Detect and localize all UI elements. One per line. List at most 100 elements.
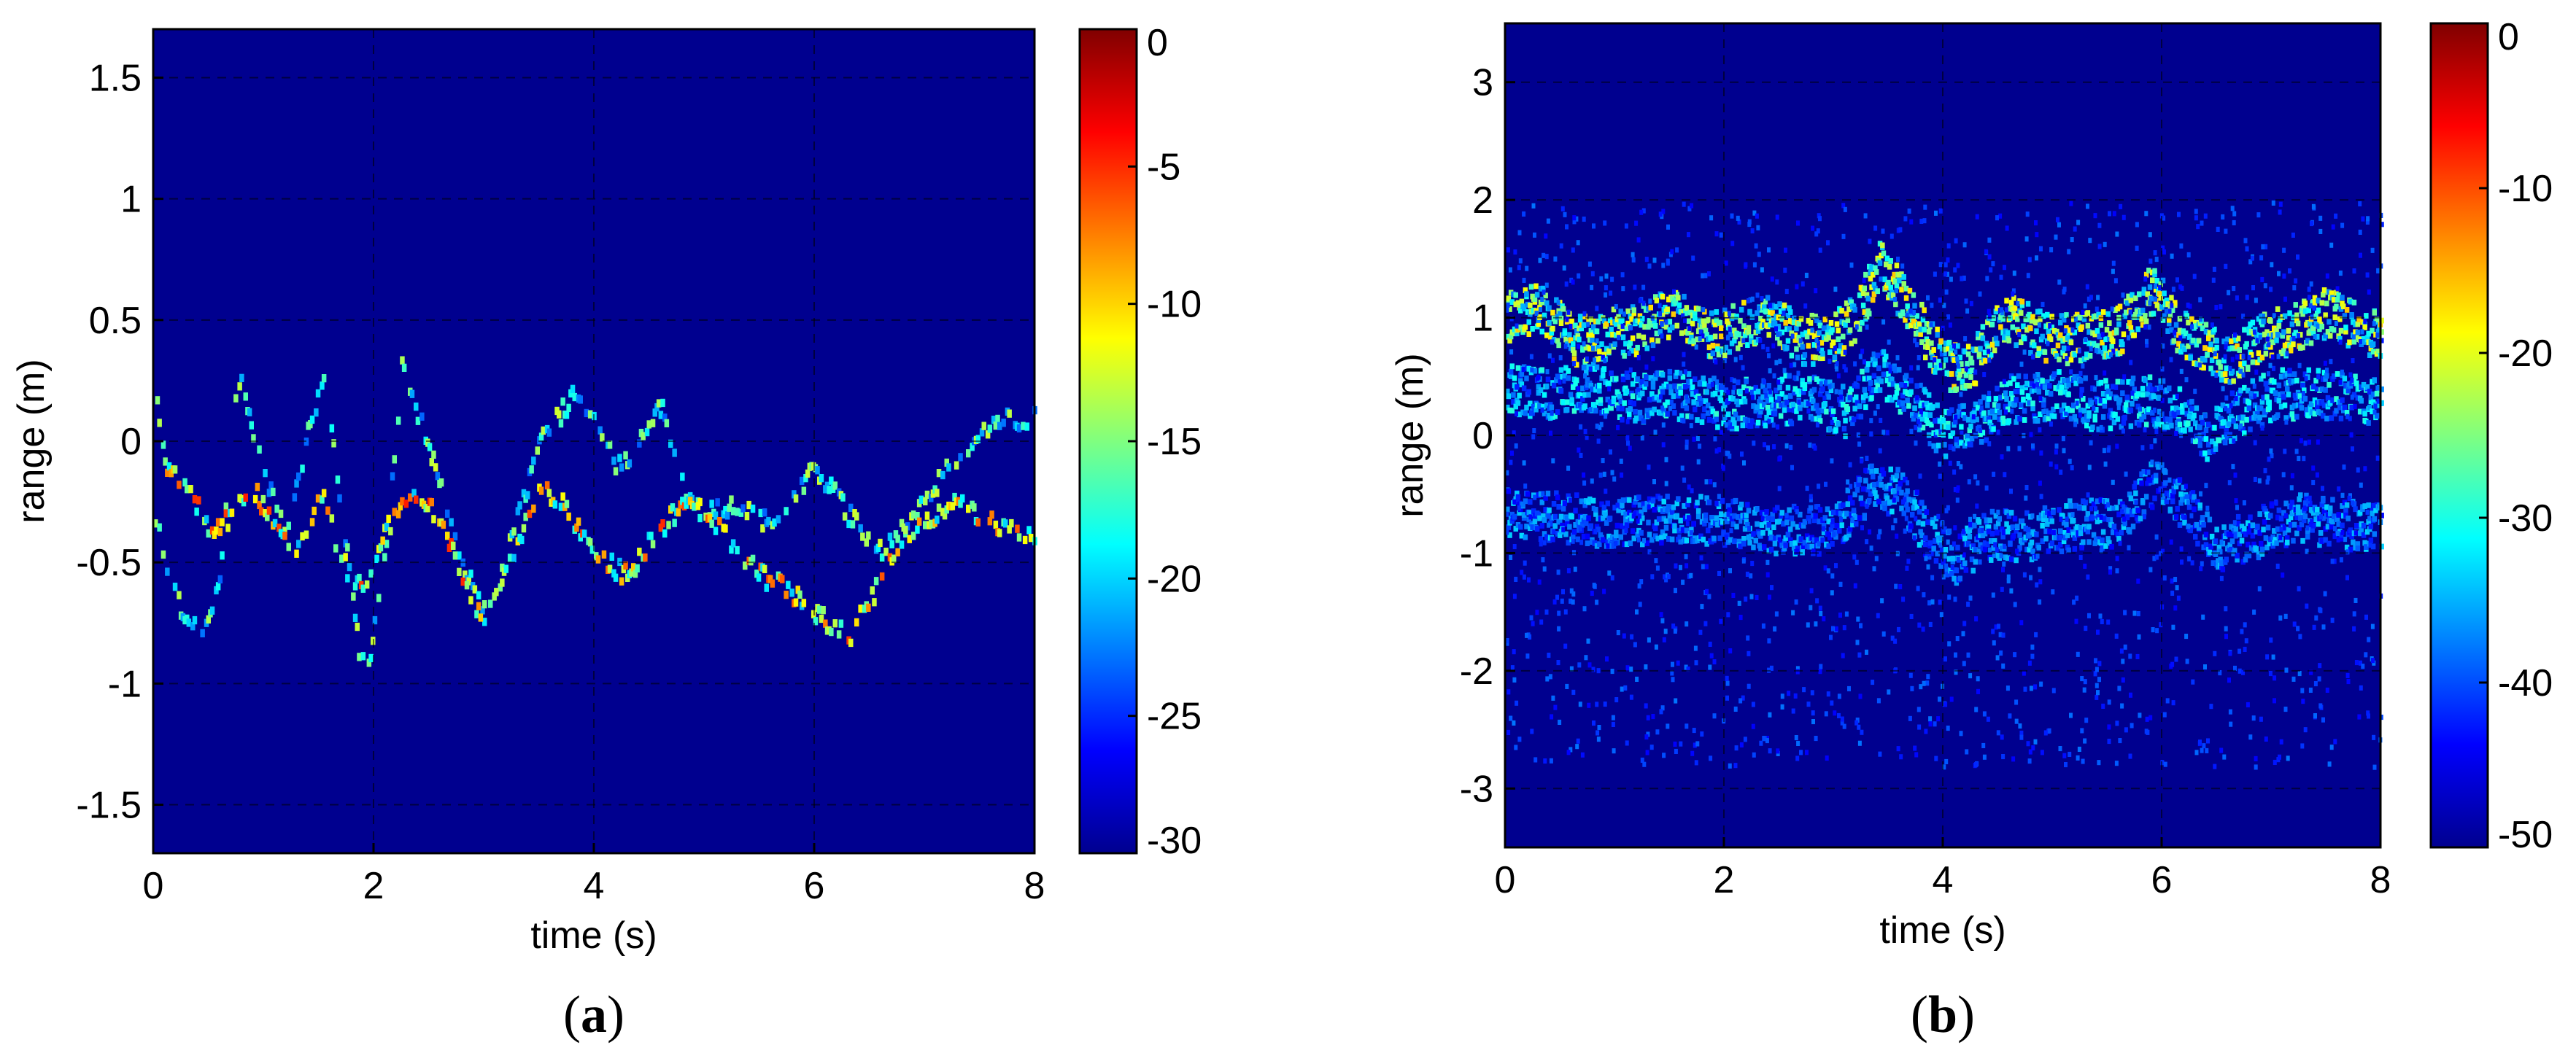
signal-cell <box>1779 543 1784 548</box>
signal-cell <box>388 527 393 536</box>
signal-cell <box>2193 534 2198 540</box>
signal-cell <box>2153 287 2159 293</box>
signal-cell <box>1636 494 1641 500</box>
signal-cell <box>2035 418 2041 424</box>
signal-cell <box>157 419 162 427</box>
signal-cell <box>2355 395 2361 401</box>
signal-cell <box>1959 440 1964 446</box>
signal-cell <box>309 518 315 527</box>
noise-cell <box>2108 566 2113 572</box>
signal-cell <box>895 535 900 543</box>
signal-cell <box>2022 335 2027 342</box>
signal-cell <box>355 622 360 632</box>
signal-cell <box>2103 336 2108 343</box>
signal-cell <box>743 562 748 570</box>
signal-cell <box>2095 498 2100 505</box>
signal-cell <box>2232 548 2237 554</box>
signal-cell <box>1788 537 1793 543</box>
signal-cell <box>1755 506 1760 512</box>
signal-cell <box>1770 511 1775 518</box>
signal-cell <box>2140 498 2146 504</box>
signal-cell <box>1871 373 1877 379</box>
signal-cell <box>1622 353 1627 359</box>
signal-cell <box>729 495 734 504</box>
noise-cell <box>1757 305 1760 311</box>
signal-cell <box>1894 263 1900 268</box>
signal-cell <box>1997 516 2002 522</box>
signal-cell <box>2034 386 2039 392</box>
signal-cell <box>1790 401 1795 408</box>
signal-cell <box>2160 277 2166 284</box>
signal-cell <box>1993 513 1999 519</box>
signal-cell <box>848 638 854 648</box>
signal-cell <box>1736 514 1741 520</box>
signal-cell <box>1666 536 1671 542</box>
signal-cell <box>2231 378 2236 384</box>
noise-cell <box>2375 455 2380 461</box>
signal-cell <box>1590 539 1595 545</box>
signal-cell <box>1528 308 1534 315</box>
signal-cell <box>2321 292 2326 298</box>
noise-cell <box>2333 526 2337 532</box>
signal-cell <box>2005 529 2011 535</box>
signal-cell <box>1536 384 1542 390</box>
signal-cell <box>2207 516 2213 523</box>
signal-cell <box>1678 517 1683 524</box>
signal-cell <box>2326 381 2332 388</box>
signal-cell <box>2115 532 2121 537</box>
signal-cell <box>662 413 668 422</box>
signal-cell <box>1939 548 1945 553</box>
signal-cell <box>2054 353 2059 360</box>
signal-cell <box>2329 415 2335 422</box>
signal-cell <box>1573 322 1578 329</box>
signal-cell <box>1551 501 1557 507</box>
signal-cell <box>1558 513 1564 520</box>
noise-cell <box>1587 662 1592 668</box>
signal-cell <box>1942 526 1947 532</box>
signal-cell <box>940 470 945 480</box>
signal-cell <box>1873 494 1879 500</box>
signal-cell <box>1759 522 1765 528</box>
signal-cell <box>907 535 912 543</box>
signal-cell <box>1580 521 1585 528</box>
signal-cell <box>649 532 654 540</box>
signal-cell <box>1732 513 1737 519</box>
signal-cell <box>255 483 260 492</box>
signal-cell <box>1631 502 1636 508</box>
signal-cell <box>1606 380 1612 386</box>
noise-cell <box>1893 297 1898 303</box>
signal-cell <box>1807 328 1812 335</box>
signal-cell <box>1580 346 1585 353</box>
signal-cell <box>2058 389 2063 396</box>
signal-cell <box>1826 324 1831 330</box>
signal-cell <box>1845 487 1851 494</box>
signal-cell <box>2163 469 2168 475</box>
signal-cell <box>2064 503 2069 509</box>
signal-cell <box>1924 321 1930 327</box>
signal-cell <box>1811 513 1816 519</box>
signal-cell <box>1899 381 1904 388</box>
signal-cell <box>186 618 192 627</box>
signal-cell <box>1753 384 1758 391</box>
signal-cell <box>1598 400 1604 406</box>
noise-cell <box>2121 677 2125 683</box>
signal-cell <box>1620 509 1626 516</box>
signal-cell <box>2169 295 2174 301</box>
signal-cell <box>2278 516 2284 522</box>
signal-cell <box>1741 300 1747 306</box>
signal-cell <box>735 545 740 555</box>
signal-cell <box>1862 513 1867 518</box>
signal-cell <box>2040 333 2045 340</box>
signal-cell <box>1573 508 1578 514</box>
signal-cell <box>1760 319 1765 325</box>
signal-cell <box>1753 408 1758 414</box>
signal-cell <box>1539 367 1544 373</box>
signal-cell <box>2213 551 2219 557</box>
signal-cell <box>2133 490 2138 497</box>
signal-cell <box>1841 345 1847 351</box>
signal-cell <box>2156 488 2161 494</box>
signal-cell <box>1847 389 1853 395</box>
signal-cell <box>2042 384 2048 390</box>
noise-cell <box>2368 543 2372 548</box>
